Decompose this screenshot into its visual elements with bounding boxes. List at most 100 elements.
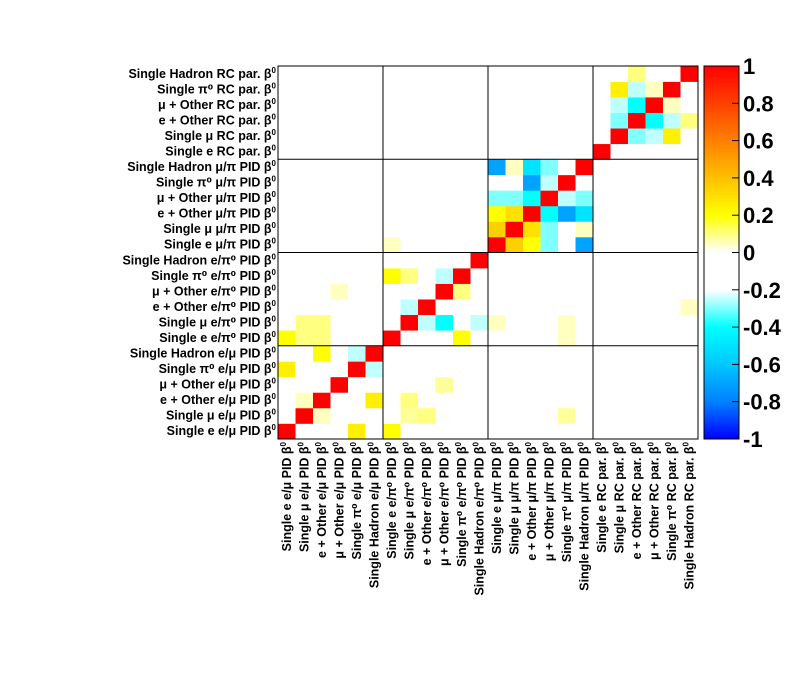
heatmap-cell: [593, 143, 611, 160]
heatmap-cell: [575, 236, 594, 253]
heatmap-cell: [488, 81, 506, 98]
heatmap-cell: [680, 221, 699, 238]
heatmap-cell: [628, 268, 646, 284]
heatmap-cell: [663, 376, 681, 393]
heatmap-cell: [628, 283, 646, 300]
heatmap-cell: [575, 143, 594, 160]
heatmap-cell: [558, 345, 576, 362]
heatmap-cell: [295, 81, 314, 98]
heatmap-cell: [365, 66, 384, 82]
heatmap-cell: [523, 221, 541, 238]
heatmap-cell: [348, 128, 366, 145]
heatmap-cell: [505, 299, 524, 316]
heatmap-cell: [418, 345, 436, 362]
heatmap-cell: [313, 66, 331, 82]
heatmap-cell: [523, 407, 541, 424]
heatmap-cell: [453, 361, 471, 378]
heatmap-cell: [488, 205, 506, 222]
heatmap-cell: [645, 205, 664, 222]
heatmap-cell: [575, 407, 594, 424]
heatmap-cell: [523, 268, 541, 284]
heatmap-cell: [523, 252, 541, 269]
heatmap-cell: [593, 221, 611, 238]
heatmap-cell: [348, 345, 366, 362]
heatmap-cell: [435, 159, 454, 176]
heatmap-cell: [470, 268, 489, 284]
heatmap-cell: [488, 376, 506, 393]
heatmap-cell: [523, 345, 541, 362]
heatmap-cell: [400, 314, 419, 331]
heatmap-cell: [680, 330, 699, 347]
heatmap-cell: [278, 268, 296, 284]
heatmap-cell: [365, 97, 384, 113]
heatmap-cell: [470, 407, 489, 424]
heatmap-cell: [680, 128, 699, 145]
heatmap-cell: [488, 392, 506, 409]
heatmap-cell: [365, 221, 384, 238]
heatmap-cell: [365, 283, 384, 300]
heatmap-cell: [610, 128, 629, 145]
heatmap-cell: [645, 283, 664, 300]
heatmap-cell: [523, 159, 541, 176]
heatmap-cell: [278, 376, 296, 393]
x-tick-label: Single e μ/π PID β0: [489, 441, 504, 554]
heatmap-cell: [313, 392, 331, 409]
heatmap-cell: [680, 314, 699, 331]
heatmap-cell: [610, 268, 629, 284]
heatmap-cell: [330, 361, 349, 378]
heatmap-cell: [295, 407, 314, 424]
heatmap-cell: [278, 299, 296, 316]
heatmap-cell: [348, 283, 366, 300]
heatmap-cell: [523, 97, 541, 113]
heatmap-cell: [330, 330, 349, 347]
heatmap-cell: [628, 143, 646, 160]
heatmap-cell: [365, 268, 384, 284]
heatmap-cell: [418, 407, 436, 424]
heatmap-cell: [505, 128, 524, 145]
heatmap-cell: [680, 205, 699, 222]
heatmap-cell: [453, 205, 471, 222]
y-tick-label: Single μ μ/π PID β0: [163, 221, 276, 236]
heatmap-cell: [628, 376, 646, 393]
heatmap-cell: [610, 345, 629, 362]
heatmap-cell: [610, 314, 629, 331]
x-tick-label: Single Hadron e/π⁰ PID β0: [471, 441, 486, 595]
heatmap-cell: [453, 236, 471, 253]
colorbar-tick-label: -0.8: [743, 390, 781, 415]
heatmap-cell: [383, 392, 401, 409]
heatmap-cell: [663, 407, 681, 424]
heatmap-cell: [488, 66, 506, 82]
heatmap-cell: [295, 314, 314, 331]
heatmap-cell: [523, 361, 541, 378]
heatmap-cell: [435, 283, 454, 300]
heatmap-cell: [470, 190, 489, 207]
heatmap-cell: [418, 376, 436, 393]
heatmap-cell: [348, 205, 366, 222]
x-tick-label: Single e e/μ PID β0: [279, 441, 294, 551]
heatmap-cell: [628, 392, 646, 409]
heatmap-cell: [680, 143, 699, 160]
heatmap-cell: [383, 330, 401, 347]
x-tick-label: e + Other RC par. β0: [629, 441, 644, 559]
heatmap-cell: [453, 190, 471, 207]
heatmap-cell: [453, 330, 471, 347]
heatmap-cell: [365, 407, 384, 424]
heatmap-cell: [575, 190, 594, 207]
heatmap-cell: [313, 252, 331, 269]
heatmap-cell: [663, 143, 681, 160]
heatmap-cell: [313, 330, 331, 347]
x-tick-label: e + Other e/μ PID β0: [314, 441, 329, 558]
heatmap-cell: [418, 112, 436, 129]
heatmap-cell: [663, 314, 681, 331]
heatmap-cell: [558, 299, 576, 316]
heatmap-cell: [453, 283, 471, 300]
heatmap-cell: [645, 128, 664, 145]
heatmap-cell: [680, 361, 699, 378]
heatmap-cell: [470, 330, 489, 347]
heatmap-cell: [575, 314, 594, 331]
heatmap-cell: [470, 345, 489, 362]
heatmap-cell: [663, 330, 681, 347]
heatmap-cell: [575, 361, 594, 378]
heatmap-cell: [470, 236, 489, 253]
